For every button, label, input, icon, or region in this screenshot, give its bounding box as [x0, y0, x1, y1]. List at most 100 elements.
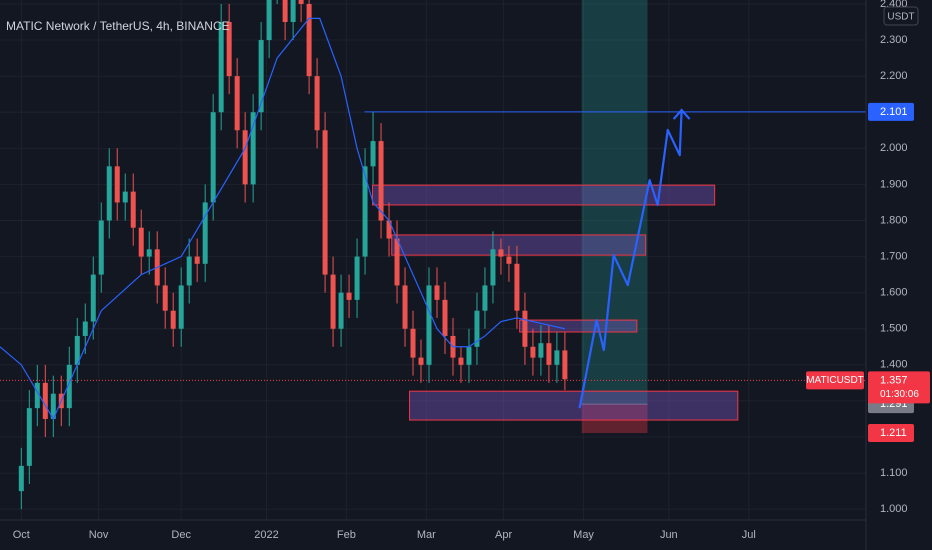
candle-body: [530, 346, 536, 358]
price-marker-label: 2.101: [880, 106, 908, 118]
candle-body: [194, 256, 200, 264]
candle-body: [162, 285, 168, 311]
zone: [391, 234, 647, 256]
candle-body: [474, 310, 480, 347]
projection-path: [578, 110, 683, 409]
symbol-box: [806, 371, 864, 390]
zone: [372, 184, 716, 206]
x-tick-label: Nov: [89, 529, 109, 541]
grid: [0, 0, 866, 520]
candle-body: [402, 285, 408, 329]
zone: [519, 319, 638, 333]
candle-body: [434, 285, 440, 300]
candle-body: [290, 0, 296, 23]
moving-average: [0, 17, 566, 421]
candle-body: [146, 249, 152, 257]
y-tick-label: 1.800: [880, 214, 908, 226]
candle-body: [82, 321, 88, 336]
candle-body: [378, 141, 384, 221]
candle-body: [506, 256, 512, 264]
candle-body: [122, 191, 128, 203]
candle-body: [258, 40, 264, 113]
candle-body: [346, 292, 352, 300]
candle-body: [394, 238, 400, 286]
candle-body: [170, 310, 176, 329]
y-tick-label: 2.300: [880, 34, 908, 46]
candle-body: [306, 3, 312, 77]
countdown-label: 01:30:06: [880, 389, 919, 400]
candle-body: [114, 166, 120, 203]
candle-body: [538, 343, 544, 358]
candle-body: [186, 256, 192, 286]
y-tick-label: 1.900: [880, 178, 908, 190]
candle-body: [330, 274, 336, 329]
candle-body: [210, 112, 216, 203]
candle-body: [490, 249, 496, 286]
y-tick-label: 2.400: [880, 0, 908, 10]
candle-body: [338, 292, 344, 329]
price-marker-box: [868, 424, 914, 443]
zone: [409, 390, 739, 421]
candle-body: [442, 299, 448, 336]
y-tick-label: 1.600: [880, 287, 908, 299]
x-tick-label: Jul: [742, 529, 756, 541]
last-price-box: [868, 371, 930, 404]
candle-body: [522, 310, 528, 347]
y-tick-label: 1.500: [880, 323, 908, 335]
candle-body: [250, 112, 256, 185]
candle-body: [282, 0, 288, 23]
candle-body: [418, 357, 424, 365]
candle-body: [18, 465, 24, 492]
candle-body: [98, 220, 104, 275]
currency-label[interactable]: USDT: [887, 12, 914, 23]
candle-body: [42, 382, 48, 419]
x-tick-label: 2022: [254, 529, 278, 541]
currency-box[interactable]: [883, 6, 919, 26]
candle-body: [370, 141, 376, 167]
price-marker-label: 1.211: [880, 427, 907, 439]
candle-body: [466, 346, 472, 365]
x-tick-label: Mar: [417, 529, 436, 541]
candle-body: [410, 328, 416, 358]
candle-body: [202, 202, 208, 264]
candle-body: [514, 263, 520, 311]
plot-area: [0, 0, 866, 510]
candle-body: [130, 191, 136, 228]
y-tick-label: 2.200: [880, 70, 908, 82]
candle-body: [554, 350, 560, 365]
candle-body: [562, 350, 568, 380]
x-tick-label: Jun: [660, 529, 678, 541]
x-tick-label: Feb: [337, 529, 356, 541]
candle-body: [322, 130, 328, 275]
candle-body: [458, 357, 464, 365]
candle-body: [226, 22, 232, 77]
x-tick-label: Apr: [495, 529, 512, 541]
candle-body: [298, 0, 304, 4]
arrow-head: [672, 108, 691, 120]
loss-area: [581, 404, 648, 434]
axes: 1.0001.1001.2001.3001.4001.5001.6001.700…: [13, 0, 930, 541]
candle-body: [426, 285, 432, 365]
x-tick-label: Dec: [171, 529, 191, 541]
candle-body: [178, 285, 184, 329]
x-tick-label: May: [573, 529, 594, 541]
chart-title: MATIC Network / TetherUS, 4h, BINANCE: [6, 19, 230, 33]
candle-body: [34, 382, 40, 409]
candle-body: [314, 76, 320, 131]
candle-body: [354, 256, 360, 300]
candle-body: [242, 130, 248, 185]
candle-body: [234, 76, 240, 131]
candle-body: [482, 285, 488, 311]
candle-body: [90, 274, 96, 322]
candle-body: [266, 0, 272, 41]
candle-body: [138, 227, 144, 257]
y-tick-label: 1.100: [880, 467, 908, 479]
candle-body: [218, 22, 224, 113]
candle-body: [546, 343, 552, 365]
last-price-label: 1.357: [880, 374, 908, 386]
candle-body: [498, 249, 504, 257]
y-tick-label: 1.700: [880, 250, 908, 262]
x-tick-label: Oct: [13, 529, 30, 541]
